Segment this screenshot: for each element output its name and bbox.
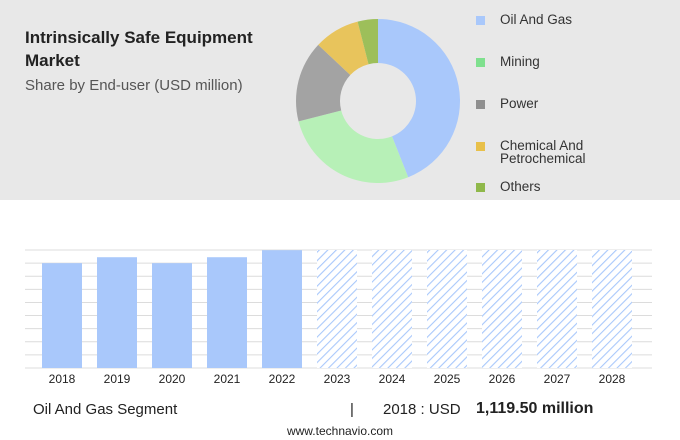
segment-label: Oil And Gas Segment	[33, 401, 178, 418]
legend-swatch	[476, 16, 485, 25]
legend-label: Oil And Gas	[500, 12, 573, 27]
x-tick-label: 2025	[434, 372, 461, 386]
x-tick-label: 2018	[49, 372, 76, 386]
legend-label: Others	[500, 179, 541, 194]
x-tick-label: 2026	[489, 372, 516, 386]
donut-slice	[357, 19, 378, 65]
website: www.technavio.com	[286, 424, 394, 438]
legend-label: Power	[500, 96, 539, 111]
legend-swatch	[476, 142, 485, 151]
bar	[42, 263, 82, 368]
chart-title: Intrinsically Safe Equipment Market	[25, 28, 253, 70]
legend-swatch	[476, 183, 485, 192]
bar	[207, 257, 247, 368]
chart-subtitle: Share by End-user (USD million)	[25, 77, 243, 94]
bar	[262, 250, 302, 368]
x-tick-label: 2027	[544, 372, 571, 386]
forecast-placeholder	[537, 250, 577, 368]
x-tick-label: 2024	[379, 372, 406, 386]
year-label: 2018 : USD	[383, 401, 461, 418]
donut-slice	[318, 21, 369, 75]
legend-swatch	[476, 100, 485, 109]
x-tick-label: 2019	[104, 372, 131, 386]
forecast-placeholder	[592, 250, 632, 368]
forecast-placeholder	[317, 250, 357, 368]
separator: |	[350, 401, 354, 418]
donut-slice	[295, 44, 351, 122]
donut-slice	[298, 110, 409, 183]
bar	[152, 263, 192, 368]
bar	[97, 257, 137, 368]
highlight-value: 1,119.50 million	[476, 400, 594, 417]
x-tick-label: 2028	[599, 372, 626, 386]
x-tick-label: 2021	[214, 372, 241, 386]
donut-slice	[378, 19, 460, 178]
x-tick-label: 2022	[269, 372, 296, 386]
forecast-placeholder	[372, 250, 412, 368]
x-tick-label: 2023	[324, 372, 351, 386]
legend-label: Chemical And Petrochemical	[500, 138, 586, 166]
legend-swatch	[476, 58, 485, 67]
forecast-placeholder	[427, 250, 467, 368]
forecast-placeholder	[482, 250, 522, 368]
legend-label: Mining	[500, 54, 540, 69]
x-tick-label: 2020	[159, 372, 186, 386]
